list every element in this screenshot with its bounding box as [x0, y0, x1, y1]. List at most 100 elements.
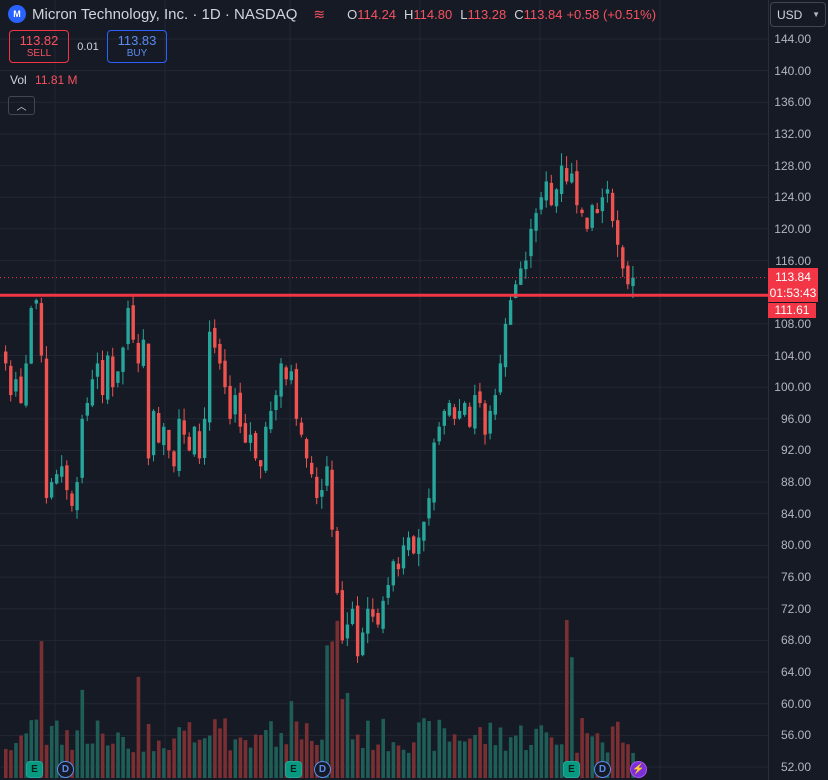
candle-body [412, 536, 416, 554]
candle-body [529, 228, 533, 257]
volume-bar [488, 722, 493, 778]
candle-body [493, 395, 497, 415]
sell-price: 113.82 [19, 33, 59, 48]
volume-bar [503, 750, 508, 778]
candle-body [549, 182, 554, 206]
candle-body [422, 521, 426, 541]
candle-body [514, 284, 518, 298]
candle-body [187, 436, 191, 451]
volume-bar [218, 728, 222, 778]
chart-area[interactable] [0, 0, 768, 780]
buy-button[interactable]: 113.83 BUY [107, 30, 167, 63]
flag-icon[interactable]: ≋ [313, 5, 326, 22]
volume-bar [259, 734, 263, 778]
candle-body [406, 537, 411, 551]
volume-bar [95, 720, 100, 778]
chart-canvas[interactable] [0, 0, 768, 780]
candle-body [626, 265, 630, 285]
volume-bar [565, 619, 569, 778]
volume-bar [100, 733, 105, 778]
volume-bar [44, 744, 49, 778]
volume-bar [172, 738, 176, 778]
volume-bar [381, 718, 385, 778]
volume-bar [524, 750, 528, 778]
candle-body [14, 379, 18, 392]
candle-body [100, 360, 105, 396]
candle-body [595, 209, 599, 214]
candle-body [29, 308, 33, 364]
dividend-event-icon[interactable]: D [594, 761, 611, 778]
candle-body [218, 343, 222, 364]
candle-body [44, 358, 49, 498]
price-tick-label: 136.00 [774, 95, 811, 110]
micron-logo-icon: M [8, 5, 26, 23]
line-price-label: 111.61 [768, 303, 816, 318]
candle-body [463, 403, 467, 415]
price-axis[interactable]: 144.00 140.00 136.00 132.00 128.00 124.00 120.… [768, 0, 828, 780]
price-tick-label: 124.00 [774, 190, 811, 205]
price-tick-label: 88.00 [780, 475, 811, 490]
candle-body [478, 391, 482, 403]
news-event-icon[interactable]: ⚡ [630, 761, 647, 778]
candle-body [381, 600, 385, 629]
volume-bar [549, 737, 554, 778]
collapse-legend-button[interactable]: ︿ [8, 96, 35, 115]
earnings-event-icon[interactable]: E [26, 761, 43, 778]
price-tick-label: 144.00 [774, 32, 811, 46]
candle-body [320, 490, 324, 497]
volume-bar [228, 750, 232, 778]
candle-body [554, 189, 559, 207]
candle-body [274, 395, 278, 410]
candle-body [417, 537, 421, 554]
volume-bar [253, 734, 258, 778]
ohlc-close: C113.84 [514, 6, 563, 22]
volume-bar [55, 720, 59, 778]
currency-select[interactable]: USD ▼ [770, 2, 826, 27]
candle-body [284, 367, 288, 380]
volume-bar [345, 692, 350, 778]
price-tick-label: 52.00 [780, 760, 811, 774]
dividend-event-icon[interactable]: D [57, 761, 74, 778]
candle-body [223, 360, 227, 388]
volume-value: 11.81 M [35, 73, 78, 87]
candle-body [544, 181, 548, 201]
candle-body [111, 356, 115, 388]
candle-body [570, 173, 574, 183]
bar-countdown: 01:53:43 [769, 286, 817, 300]
volume-bar [269, 721, 273, 778]
price-tick-label: 100.00 [774, 380, 811, 395]
candle-body [442, 410, 446, 426]
volume-bar [75, 730, 79, 778]
buy-label: BUY [126, 48, 148, 59]
volume-bar [177, 727, 181, 778]
volume-bar [391, 742, 396, 778]
candle-body [19, 376, 23, 403]
sell-button[interactable]: 113.82 SELL [9, 30, 69, 63]
candle-body [585, 217, 589, 229]
candle-body [401, 545, 406, 569]
candle-body [131, 305, 135, 340]
earnings-event-icon[interactable]: E [563, 761, 580, 778]
candle-body [294, 369, 299, 419]
candle-body [396, 563, 401, 570]
volume-bar [457, 740, 462, 778]
dividend-event-icon[interactable]: D [314, 761, 331, 778]
ohlc-high: H114.80 [404, 6, 453, 22]
ohlc-open: O114.24 [347, 6, 397, 22]
candle-body [473, 395, 477, 429]
price-tick-label: 120.00 [774, 221, 811, 236]
volume-bar [151, 751, 156, 778]
candle-body [631, 277, 635, 287]
volume-bar [361, 748, 365, 778]
symbol-title[interactable]: Micron Technology, Inc. · 1D · NASDAQ [32, 5, 298, 23]
candle-body [299, 422, 304, 435]
volume-bar [350, 739, 355, 778]
earnings-event-icon[interactable]: E [285, 761, 302, 778]
currency-value: USD [777, 7, 803, 22]
volume-bar [432, 750, 436, 778]
candle-body [498, 363, 503, 393]
volume-bar [376, 744, 380, 778]
volume-bar [116, 732, 120, 778]
volume-bar [508, 737, 513, 778]
volume-bar [121, 737, 125, 778]
